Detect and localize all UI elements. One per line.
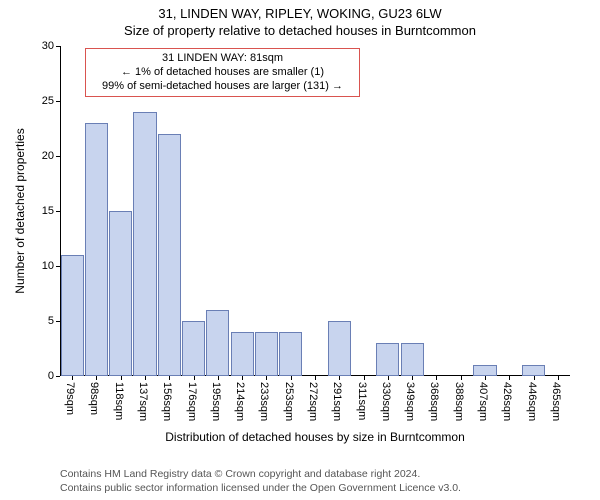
x-tick-label: 195sqm bbox=[210, 382, 222, 421]
annotation-line-1: 31 LINDEN WAY: 81sqm bbox=[92, 52, 353, 66]
x-tick-label: 98sqm bbox=[88, 382, 100, 415]
x-tick-label: 118sqm bbox=[113, 382, 125, 420]
x-tick-label: 79sqm bbox=[64, 382, 76, 415]
y-tick-mark bbox=[56, 156, 60, 157]
footer-line-2: Contains public sector information licen… bbox=[60, 482, 461, 496]
y-tick-mark bbox=[56, 376, 60, 377]
x-tick-mark bbox=[412, 376, 413, 380]
bar bbox=[231, 332, 254, 376]
annotation-line-2: ← 1% of detached houses are smaller (1) bbox=[92, 66, 353, 80]
x-tick-mark bbox=[72, 376, 73, 380]
x-tick-label: 446sqm bbox=[526, 382, 538, 421]
x-tick-mark bbox=[218, 376, 219, 380]
bar bbox=[109, 211, 132, 376]
x-tick-mark bbox=[436, 376, 437, 380]
title-line-2: Size of property relative to detached ho… bbox=[0, 21, 600, 38]
x-tick-label: 137sqm bbox=[137, 382, 149, 421]
x-tick-mark bbox=[558, 376, 559, 380]
x-tick-mark bbox=[242, 376, 243, 380]
x-tick-mark bbox=[291, 376, 292, 380]
y-tick-mark bbox=[56, 321, 60, 322]
x-tick-label: 253sqm bbox=[283, 382, 295, 421]
x-tick-mark bbox=[461, 376, 462, 380]
x-tick-label: 233sqm bbox=[258, 382, 270, 421]
x-tick-mark bbox=[266, 376, 267, 380]
footer: Contains HM Land Registry data © Crown c… bbox=[60, 468, 461, 495]
x-tick-mark bbox=[121, 376, 122, 380]
bar bbox=[376, 343, 399, 376]
x-tick-label: 311sqm bbox=[356, 382, 368, 420]
x-tick-mark bbox=[485, 376, 486, 380]
chart-container: 31, LINDEN WAY, RIPLEY, WOKING, GU23 6LW… bbox=[0, 0, 600, 500]
x-tick-label: 291sqm bbox=[331, 382, 343, 421]
x-tick-label: 176sqm bbox=[186, 382, 198, 421]
bar bbox=[522, 365, 545, 376]
x-tick-mark bbox=[194, 376, 195, 380]
x-tick-mark bbox=[315, 376, 316, 380]
x-tick-label: 349sqm bbox=[404, 382, 416, 421]
x-tick-label: 156sqm bbox=[161, 382, 173, 421]
x-tick-mark bbox=[534, 376, 535, 380]
x-tick-label: 465sqm bbox=[550, 382, 562, 421]
x-tick-mark bbox=[509, 376, 510, 380]
footer-line-1: Contains HM Land Registry data © Crown c… bbox=[60, 468, 461, 482]
x-tick-label: 407sqm bbox=[477, 382, 489, 421]
x-tick-mark bbox=[339, 376, 340, 380]
bar bbox=[255, 332, 278, 376]
y-tick-mark bbox=[56, 46, 60, 47]
x-tick-mark bbox=[364, 376, 365, 380]
x-tick-mark bbox=[96, 376, 97, 380]
x-tick-label: 214sqm bbox=[234, 382, 246, 421]
y-tick-mark bbox=[56, 211, 60, 212]
annotation-line-3: 99% of semi-detached houses are larger (… bbox=[92, 80, 353, 94]
x-tick-label: 330sqm bbox=[380, 382, 392, 421]
x-tick-mark bbox=[145, 376, 146, 380]
y-axis-label: Number of detached properties bbox=[13, 128, 27, 293]
bar bbox=[473, 365, 496, 376]
x-tick-mark bbox=[169, 376, 170, 380]
x-tick-mark bbox=[388, 376, 389, 380]
x-tick-label: 272sqm bbox=[307, 382, 319, 421]
y-tick-mark bbox=[56, 266, 60, 267]
x-tick-label: 368sqm bbox=[428, 382, 440, 421]
bar bbox=[401, 343, 424, 376]
bar bbox=[182, 321, 205, 376]
x-tick-label: 426sqm bbox=[501, 382, 513, 421]
annotation-box: 31 LINDEN WAY: 81sqm ← 1% of detached ho… bbox=[85, 48, 360, 97]
x-tick-label: 388sqm bbox=[453, 382, 465, 421]
title-line-1: 31, LINDEN WAY, RIPLEY, WOKING, GU23 6LW bbox=[0, 0, 600, 21]
x-axis-label: Distribution of detached houses by size … bbox=[165, 430, 465, 444]
bar bbox=[328, 321, 351, 376]
bar bbox=[133, 112, 156, 376]
bar bbox=[85, 123, 108, 376]
bar bbox=[61, 255, 84, 376]
bar bbox=[158, 134, 181, 376]
y-tick-mark bbox=[56, 101, 60, 102]
bar bbox=[279, 332, 302, 376]
bar bbox=[206, 310, 229, 376]
